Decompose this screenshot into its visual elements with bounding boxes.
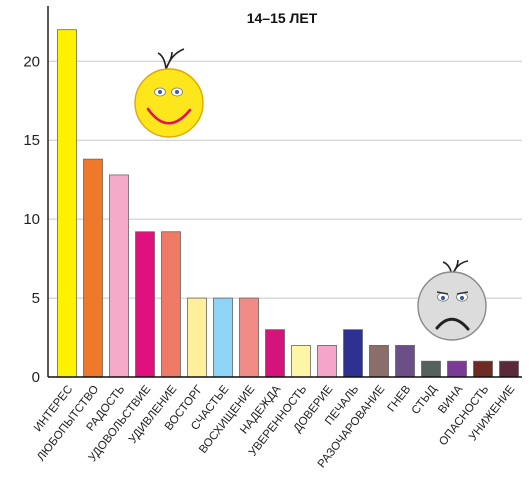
- happy-face-icon: [134, 48, 204, 138]
- bar: [395, 345, 415, 378]
- bar: [135, 231, 155, 378]
- bar: [369, 345, 389, 378]
- bar: [447, 360, 467, 378]
- y-tick-label: 5: [32, 290, 40, 307]
- bar: [473, 360, 493, 378]
- bar: [213, 297, 233, 378]
- bar: [109, 174, 129, 378]
- x-axis-categories: ИНТЕРЕСЛЮБОПЫТСТВОРАДОСТЬУДОВОЛЬСТВИЕУДИ…: [32, 383, 517, 470]
- bar: [291, 345, 311, 378]
- bar: [57, 29, 77, 378]
- bar: [239, 297, 259, 378]
- bar: [161, 231, 181, 378]
- bar: [499, 360, 519, 378]
- bars: [57, 29, 519, 378]
- bar: [83, 158, 103, 378]
- y-axis-ticks: 0 5 10 15 20: [23, 53, 40, 386]
- bar: [187, 297, 207, 378]
- y-tick-label: 0: [32, 369, 40, 386]
- bar: [421, 360, 441, 378]
- y-tick-label: 20: [23, 53, 40, 70]
- y-tick-label: 10: [23, 211, 40, 228]
- category-label: СТЫД: [410, 383, 440, 416]
- chart-title: 14–15 ЛЕТ: [247, 10, 318, 26]
- bar: [317, 345, 337, 378]
- sad-face-icon: [417, 259, 487, 341]
- bar: [265, 329, 285, 378]
- y-tick-label: 15: [23, 132, 40, 149]
- bar: [343, 329, 363, 378]
